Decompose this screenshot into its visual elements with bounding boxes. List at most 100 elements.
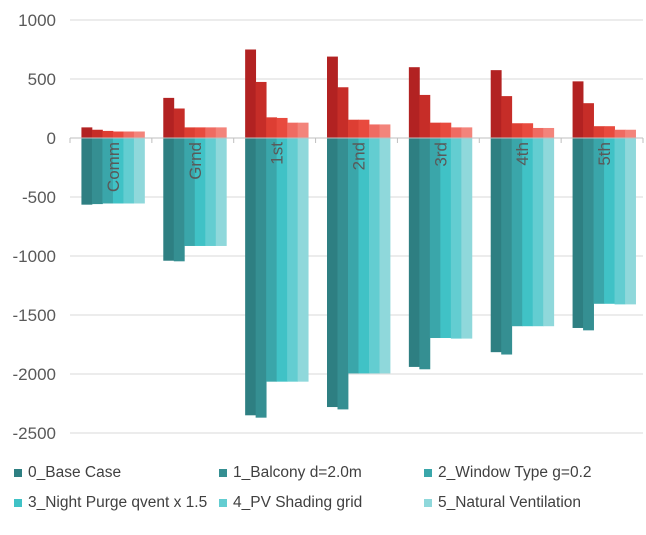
bar-positive (543, 127, 555, 138)
bar-negative (348, 138, 359, 374)
bar-positive (419, 94, 431, 138)
legend-item-window-type: 2_Window Type g=0.2 (424, 464, 634, 482)
bar-negative (522, 138, 534, 327)
bar-negative (379, 138, 391, 374)
bar-positive (91, 129, 103, 138)
bar-negative (266, 138, 278, 382)
bar-positive (297, 122, 309, 138)
bar-negative (440, 138, 452, 339)
category-label: Comm (104, 142, 123, 192)
bar-positive (440, 122, 452, 138)
bar-negative (194, 138, 206, 246)
legend-item-natural-ventilation: 5_Natural Ventilation (424, 494, 634, 512)
category-label: 2nd (350, 142, 369, 170)
bar-negative (173, 138, 185, 262)
legend-swatch-icon (14, 499, 22, 507)
bar-positive (429, 122, 441, 138)
bar-negative (490, 138, 502, 353)
bar-negative (91, 138, 103, 205)
bar-positive (266, 117, 278, 138)
legend-row-1: 0_Base Case 1_Balcony d=2.0m 2_Window Ty… (14, 458, 644, 488)
bar-negative (593, 138, 605, 304)
bar-positive (102, 130, 114, 138)
bar-positive (408, 67, 420, 138)
legend-item-base-case: 0_Base Case (14, 464, 219, 482)
bar-negative (276, 138, 288, 382)
legend-row-2: 3_Night Purge qvent x 1.5 4_PV Shading g… (14, 488, 644, 518)
bar-positive (572, 81, 584, 138)
bar-positive (337, 87, 349, 138)
bar-negative (604, 138, 615, 304)
category-label: Grnd (186, 142, 205, 180)
y-tick-label: -1000 (13, 247, 56, 266)
bar-positive (501, 96, 513, 138)
bar-negative (81, 138, 93, 205)
y-tick-label: -1500 (13, 306, 56, 325)
legend-label: 5_Natural Ventilation (438, 494, 582, 511)
bar-negative (501, 138, 513, 355)
bar-negative (511, 138, 523, 327)
bar-positive (490, 70, 502, 138)
bar-negative (450, 138, 462, 339)
bar-positive (532, 127, 544, 138)
y-tick-label: 500 (28, 70, 56, 89)
category-label: 5th (595, 142, 614, 166)
bar-positive (522, 123, 534, 138)
bar-positive (287, 122, 299, 138)
bar-negative (572, 138, 584, 328)
bar-positive (133, 131, 145, 138)
y-tick-label: 1000 (18, 11, 56, 30)
bar-negative (102, 138, 114, 204)
legend-swatch-icon (14, 469, 22, 477)
y-tick-label: 0 (47, 129, 56, 148)
bar-positive (163, 97, 175, 138)
bar-positive (255, 81, 267, 138)
bar-negative (133, 138, 145, 204)
category-label: 3rd (431, 142, 450, 167)
legend-label: 0_Base Case (28, 464, 122, 481)
bar-negative (337, 138, 349, 410)
bar-negative (543, 138, 555, 327)
bar-negative (408, 138, 420, 367)
bar-negative (205, 138, 217, 246)
bar-positive (173, 108, 185, 138)
bar-positive (461, 127, 473, 138)
bar-negative (215, 138, 227, 246)
bar-negative (112, 138, 124, 204)
bar-positive (194, 127, 206, 138)
bar-negative (614, 138, 626, 305)
bar-positive (614, 129, 626, 138)
legend-swatch-icon (219, 469, 227, 477)
bar-positive (450, 127, 462, 138)
y-tick-label: -2000 (13, 365, 56, 384)
bar-positive (123, 131, 135, 138)
bar-positive (369, 124, 380, 138)
bar-positive (604, 126, 615, 138)
bar-negative (429, 138, 441, 339)
bar-positive (184, 127, 196, 138)
legend-swatch-icon (219, 499, 227, 507)
bar-positive (327, 56, 338, 138)
bar-positive (625, 129, 636, 138)
bar-positive (81, 127, 93, 138)
bar-negative (287, 138, 299, 382)
bar-negative (532, 138, 544, 327)
bar-negative (419, 138, 431, 370)
bar-chart: 1000 500 0 -500 -1000 -1500 -2000 -2500 Comm Grnd… (13, 11, 644, 443)
legend: 0_Base Case 1_Balcony d=2.0m 2_Window Ty… (14, 458, 644, 518)
bar-positive (379, 124, 391, 138)
bar-negative (327, 138, 338, 408)
bar-positive (583, 103, 594, 138)
legend-item-pv-shading: 4_PV Shading grid (219, 494, 424, 512)
bar-negative (123, 138, 135, 204)
legend-label: 1_Balcony d=2.0m (233, 464, 362, 481)
bar-negative (184, 138, 196, 246)
y-tick-label: -2500 (13, 424, 56, 443)
legend-swatch-icon (424, 499, 432, 507)
legend-swatch-icon (424, 469, 432, 477)
bar-positive (215, 127, 227, 138)
bar-positive (205, 127, 217, 138)
bar-negative (583, 138, 594, 331)
bar-negative (245, 138, 257, 416)
bar-negative (163, 138, 175, 261)
